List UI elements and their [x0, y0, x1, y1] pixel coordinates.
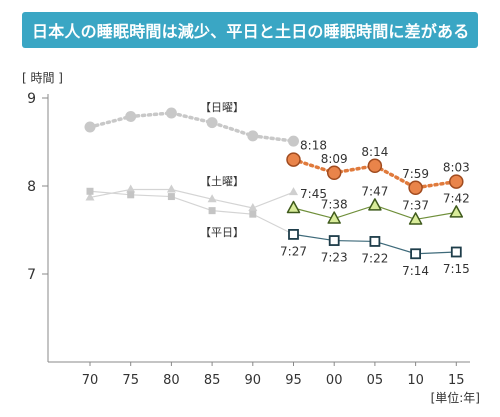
saturday-data-label: 7:45	[300, 187, 327, 201]
sunday-data-label: 8:03	[443, 161, 470, 175]
sunday-old-point	[165, 107, 177, 119]
sunday-data-label: 8:14	[361, 145, 388, 159]
x-tick-label: 15	[448, 373, 465, 388]
saturday-data-label: 7:47	[361, 184, 388, 198]
y-tick-label: 9	[27, 91, 36, 107]
weekday-old-point	[127, 191, 135, 199]
weekday-series-label: 【平日】	[200, 226, 244, 239]
x-tick-label: 85	[204, 373, 221, 388]
saturday-old-line	[89, 188, 294, 209]
weekday-old-point	[249, 210, 257, 218]
weekday-data-label: 7:27	[280, 244, 307, 258]
x-tick-label: 95	[285, 373, 302, 388]
weekday-data-label: 7:14	[402, 264, 429, 278]
weekday-old-point	[167, 193, 175, 201]
weekday-point	[369, 236, 381, 247]
saturday-data-label: 7:37	[402, 198, 429, 212]
weekday-data-label: 7:22	[361, 251, 388, 265]
sunday-old-point	[288, 135, 299, 147]
x-tick-label: 75	[122, 373, 139, 388]
sunday-data-label: 7:59	[402, 167, 429, 181]
sunday-point	[367, 158, 383, 174]
weekday-old-point	[86, 187, 94, 195]
weekday-old-line	[89, 190, 294, 235]
saturday-old-point	[126, 184, 136, 193]
y-tick-label: 8	[27, 179, 36, 195]
weekday-data-label: 7:23	[321, 251, 348, 265]
sunday-point	[326, 165, 342, 181]
x-tick-label: 10	[407, 373, 424, 388]
weekday-point	[450, 246, 462, 258]
saturday-point	[449, 205, 464, 218]
x-tick-label: 90	[245, 373, 262, 388]
sunday-old-line	[88, 111, 296, 143]
sunday-data-label: 8:09	[321, 152, 348, 166]
sunday-old-point	[84, 121, 96, 133]
title-bar: 日本人の睡眠時間は減少、平日と土日の睡眠時間に差がある	[22, 12, 478, 48]
saturday-old-point	[248, 203, 258, 211]
weekday-point	[328, 235, 340, 246]
saturday-old-point	[207, 194, 217, 203]
saturday-point	[286, 200, 301, 214]
saturday-point	[327, 211, 341, 224]
chart-title: 日本人の睡眠時間は減少、平日と土日の睡眠時間に差がある	[32, 22, 470, 41]
saturday-point	[408, 212, 423, 225]
sunday-point	[408, 180, 423, 196]
x-unit-note: [単位:年]	[431, 390, 480, 405]
sunday-old-point	[125, 110, 137, 122]
y-tick-label: 7	[27, 267, 36, 283]
weekday-point	[410, 248, 422, 260]
weekday-data-label: 7:15	[443, 262, 470, 276]
saturday-old-point	[289, 187, 298, 196]
saturday-series-label: 【土曜】	[200, 175, 244, 188]
x-tick-label: 80	[163, 373, 180, 388]
x-tick-label: 00	[326, 373, 343, 388]
sunday-series-label: 【日曜】	[200, 101, 244, 114]
x-tick-label: 70	[82, 373, 99, 388]
weekday-old-point	[208, 207, 216, 215]
saturday-data-label: 7:42	[443, 191, 470, 205]
x-tick-label: 05	[367, 373, 384, 388]
sunday-old-point	[247, 130, 259, 142]
saturday-data-label: 7:38	[321, 198, 348, 212]
sunday-data-label: 8:18	[300, 139, 327, 153]
weekday-point	[288, 228, 299, 240]
sunday-old-point	[206, 117, 218, 129]
saturday-old-point	[85, 192, 95, 201]
sunday-point	[286, 152, 301, 167]
sunday-point	[449, 174, 464, 189]
y-axis-label: [ 時間 ]	[22, 71, 63, 85]
saturday-old-point	[166, 184, 176, 193]
saturday-point	[368, 198, 382, 211]
